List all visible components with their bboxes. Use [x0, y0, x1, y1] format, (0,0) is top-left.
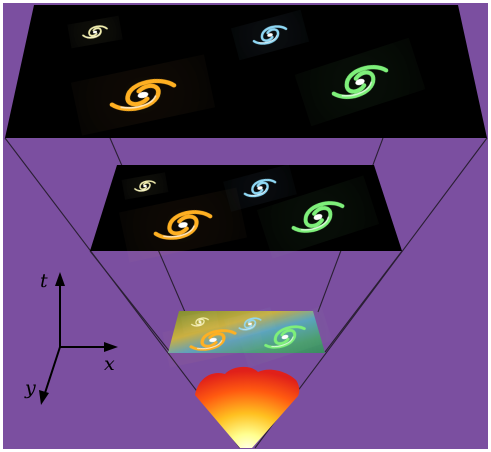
coordinate-axes	[39, 272, 118, 405]
t-axis-label: t	[40, 270, 48, 292]
x-axis-arrowhead	[104, 342, 118, 352]
cone-line-mid-right	[324, 250, 403, 353]
y-axis-arrowhead	[39, 390, 49, 405]
slice-middle-plane	[90, 165, 402, 251]
slice-middle	[90, 165, 402, 251]
y-axis	[43, 346, 61, 397]
fireball-shape	[195, 366, 300, 448]
slice-present	[5, 5, 487, 138]
y-axis-label: y	[24, 377, 36, 399]
x-axis-label: x	[104, 353, 115, 375]
cone-line-mid-left	[89, 250, 171, 353]
t-axis-arrowhead	[55, 272, 65, 286]
big-bang-fireball	[195, 366, 300, 448]
slice-early	[168, 311, 325, 354]
slice-present-plane	[5, 5, 487, 138]
